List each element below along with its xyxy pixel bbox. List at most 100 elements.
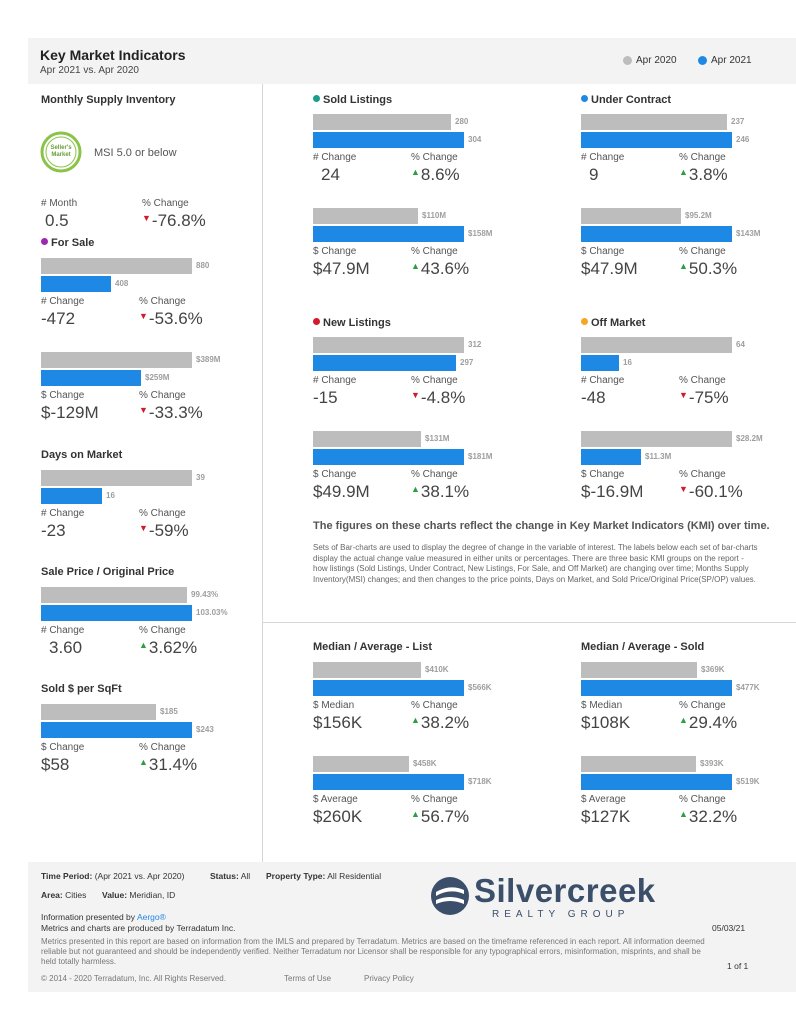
status-dot-icon <box>313 95 320 102</box>
off-market-dollar-pct-label: % Change <box>679 469 726 480</box>
new-listings-count-pct-label: % Change <box>411 375 458 386</box>
down-arrow-icon: ▼ <box>139 523 148 533</box>
off-market-count-change-label: # Change <box>581 375 625 386</box>
for-sale-count-label-2020: 880 <box>196 261 210 270</box>
sqft-pct-change: ▲31.4% <box>139 755 197 775</box>
brand-name: Silvercreek <box>474 872 656 909</box>
up-arrow-icon: ▲ <box>679 715 688 725</box>
sold-title: Sold Listings <box>313 94 392 106</box>
sp-op-change-label: # Change <box>41 625 85 636</box>
time-period-value: (Apr 2021 vs. Apr 2020) <box>94 871 185 881</box>
horizontal-divider <box>262 622 796 623</box>
for-sale-count-pct-label: % Change <box>139 296 186 307</box>
sold-dollar-change-value: $47.9M <box>313 259 370 278</box>
off-market-dollar-bar-2020 <box>581 431 732 447</box>
list-prices-average-pct-label: % Change <box>411 794 458 805</box>
list-prices-median-pct-change: ▲38.2% <box>411 713 469 733</box>
sold-count-pct-value: 8.6% <box>420 165 460 184</box>
for-sale-dollar-change-label: $ Change <box>41 390 85 401</box>
list-prices-median-label-2021: $566K <box>468 683 492 692</box>
area-label: Area: <box>41 890 63 900</box>
list-prices-median-bar-2020 <box>313 662 421 678</box>
new-listings-dollar-change-value: $49.9M <box>313 482 370 501</box>
new-listings-dollar-pct-label: % Change <box>411 469 458 480</box>
msi-pct-value: -76.8% <box>151 211 206 230</box>
status-value: All <box>240 871 251 881</box>
sold-prices-average-label-2020: $393K <box>700 759 724 768</box>
under-contract-count-pct-change: ▲3.8% <box>679 165 728 185</box>
for-sale-dollar-bar-2021 <box>41 370 141 386</box>
for-sale-count-label-2021: 408 <box>115 279 129 288</box>
new-listings-count-bar-2020 <box>313 337 464 353</box>
list-prices-median-pct-value: 38.2% <box>420 713 470 732</box>
under-contract-dollar-pct-value: 50.3% <box>688 259 738 278</box>
new-listings-count-label-2020: 312 <box>468 340 482 349</box>
list-prices-average-label-2021: $718K <box>468 777 492 786</box>
under-contract-count-change-label: # Change <box>581 152 625 163</box>
footer-time-period: Time Period: (Apr 2021 vs. Apr 2020) <box>41 871 184 881</box>
sqft-title: Sold $ per SqFt <box>41 683 122 695</box>
badge-text: Seller's Market <box>50 145 72 158</box>
sold-prices-average-change-value: $127K <box>581 807 631 826</box>
footer-copyright: © 2014 - 2020 Terradatum, Inc. All Right… <box>41 974 226 983</box>
sold-prices-title: Median / Average - Sold <box>581 641 704 653</box>
explanation-body: Sets of Bar-charts are used to display t… <box>313 543 758 584</box>
property-type-value: All Residential <box>327 871 382 881</box>
sp-op-label-2020: 99.43% <box>191 590 219 599</box>
footer-produced-by: Metrics and charts are produced by Terra… <box>41 923 236 933</box>
terms-link[interactable]: Terms of Use <box>284 974 332 983</box>
privacy-link[interactable]: Privacy Policy <box>364 974 414 983</box>
report-date: 05/03/21 <box>712 923 746 933</box>
sold-dollar-pct-change: ▲43.6% <box>411 259 469 279</box>
new-listings-count-pct-value: -4.8% <box>420 388 466 407</box>
sold-prices-average-pct-label: % Change <box>679 794 726 805</box>
sold-count-change-value: 24 <box>321 165 340 184</box>
sold-count-bar-2021 <box>313 132 464 148</box>
under-contract-dollar-label-2021: $143M <box>736 229 761 238</box>
aergo-link[interactable]: Aergo® <box>136 912 166 922</box>
brand-sub: REALTY GROUP <box>492 909 630 920</box>
time-period-label: Time Period: <box>41 871 93 881</box>
msi-pct-label: % Change <box>142 198 189 209</box>
status-dot-icon <box>313 318 320 325</box>
under-contract-dollar-change-label: $ Change <box>581 246 625 257</box>
for-sale-dollar-label-2021: $259M <box>145 373 170 382</box>
msi-pct-change: ▼-76.8% <box>142 211 206 231</box>
down-arrow-icon: ▼ <box>139 311 148 321</box>
section-title-text: New Listings <box>323 317 391 329</box>
silvercreek-logo-icon <box>430 876 470 916</box>
legend-dot-blue <box>698 56 707 65</box>
up-arrow-icon: ▲ <box>139 640 148 650</box>
status-dot-icon <box>581 318 588 325</box>
off-market-count-pct-value: -75% <box>688 388 729 407</box>
sold-prices-median-pct-label: % Change <box>679 700 726 711</box>
new-listings-count-bar-2021 <box>313 355 456 371</box>
list-prices-average-change-value: $260K <box>313 807 363 826</box>
vertical-divider <box>262 84 263 862</box>
off-market-count-label-2021: 16 <box>623 358 632 367</box>
off-market-count-bar-2020 <box>581 337 732 353</box>
sqft-pct-label: % Change <box>139 742 186 753</box>
off-market-dollar-label-2021: $11.3M <box>645 452 672 461</box>
off-market-count-pct-change: ▼-75% <box>679 388 729 408</box>
sp-op-change-value: 3.60 <box>49 638 83 657</box>
new-listings-dollar-label-2020: $131M <box>425 434 450 443</box>
dom-label-2021: 16 <box>106 491 115 500</box>
legend-dot-gray <box>623 56 632 65</box>
section-title-text: Median / Average - Sold <box>581 641 705 653</box>
sold-count-pct-change: ▲8.6% <box>411 165 460 185</box>
sold-prices-median-pct-value: 29.4% <box>688 713 738 732</box>
list-prices-title: Median / Average - List <box>313 641 432 653</box>
legend-2021: Apr 2021 <box>698 55 752 66</box>
off-market-dollar-change-value: $-16.9M <box>581 482 644 501</box>
sp-op-title: Sale Price / Original Price <box>41 566 174 578</box>
report-title: Key Market Indicators <box>40 47 186 63</box>
sold-dollar-label-2021: $158M <box>468 229 493 238</box>
under-contract-count-label-2020: 237 <box>731 117 745 126</box>
sold-prices-median-bar-2021 <box>581 680 732 696</box>
sold-prices-average-change-label: $ Average <box>581 794 626 805</box>
sold-dollar-label-2020: $110M <box>422 211 447 220</box>
sold-dollar-bar-2020 <box>313 208 418 224</box>
dom-pct-value: -59% <box>148 521 189 540</box>
down-arrow-icon: ▼ <box>139 405 148 415</box>
